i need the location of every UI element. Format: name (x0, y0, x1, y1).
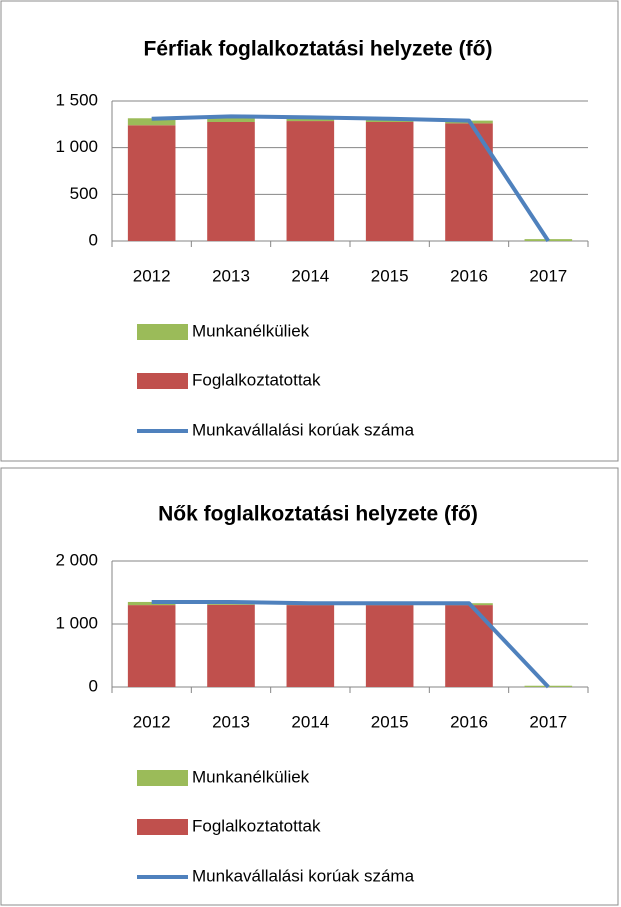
bar-segment (365, 120, 414, 122)
legend-swatch (137, 324, 188, 340)
y-tick-label: 0 (89, 230, 98, 249)
chart: Nők foglalkoztatási helyzete (fő) 0 1 000 2… (0, 467, 619, 906)
legend-label: Munkanélküliek (192, 767, 310, 786)
x-tick-label: 2017 (529, 266, 567, 285)
legend-label: Foglalkoztatottak (192, 816, 321, 835)
bar-segment (127, 125, 176, 241)
legend-label: Munkavállalási korúak száma (192, 866, 415, 885)
y-tick-label: 0 (89, 676, 98, 695)
x-tick-label: 2017 (529, 712, 567, 731)
chart-title: Férfiak foglalkoztatási helyzete (fő) (144, 38, 493, 61)
chart: Férfiak foglalkoztatási helyzete (fő) 0 50… (0, 0, 619, 462)
bar-segment (207, 122, 255, 241)
x-tick-label: 2015 (371, 712, 409, 731)
bar-segment (445, 605, 493, 687)
line-series (151, 599, 550, 689)
y-tick-label: 1 000 (55, 137, 98, 156)
bar-segment (286, 121, 335, 241)
bar-segment (365, 122, 414, 241)
x-tick-label: 2014 (291, 266, 329, 285)
bar-segment (127, 118, 176, 126)
x-tick-label: 2016 (450, 266, 488, 285)
chart-border (0, 0, 619, 462)
x-tick-label: 2014 (291, 712, 329, 731)
legend-swatch (137, 819, 188, 835)
bar-segment (207, 117, 255, 122)
y-tick-label: 1 500 (55, 90, 98, 109)
x-tick-label: 2016 (450, 712, 488, 731)
legend-label: Munkanélküliek (192, 321, 310, 340)
x-tick-label: 2012 (133, 712, 171, 731)
bar-segment (365, 605, 414, 687)
legend-swatch (137, 770, 188, 786)
chart-border (0, 467, 619, 906)
legend-label: Foglalkoztatottak (192, 370, 321, 389)
bar-segment (127, 605, 176, 687)
bar-segment (445, 123, 493, 241)
y-tick-label: 500 (70, 184, 98, 203)
bar-segment (286, 605, 335, 687)
y-tick-label: 1 000 (55, 613, 98, 632)
legend-swatch (137, 373, 188, 389)
x-tick-label: 2013 (212, 712, 250, 731)
y-tick-label: 2 000 (55, 550, 98, 569)
x-tick-label: 2012 (133, 266, 171, 285)
bar-segment (207, 604, 255, 687)
chart-title: Nők foglalkoztatási helyzete (fő) (158, 503, 478, 526)
bar-segment (286, 118, 335, 122)
legend-label: Munkavállalási korúak száma (192, 420, 415, 439)
line-series (151, 114, 551, 243)
x-tick-label: 2013 (212, 266, 250, 285)
x-tick-label: 2015 (371, 266, 409, 285)
